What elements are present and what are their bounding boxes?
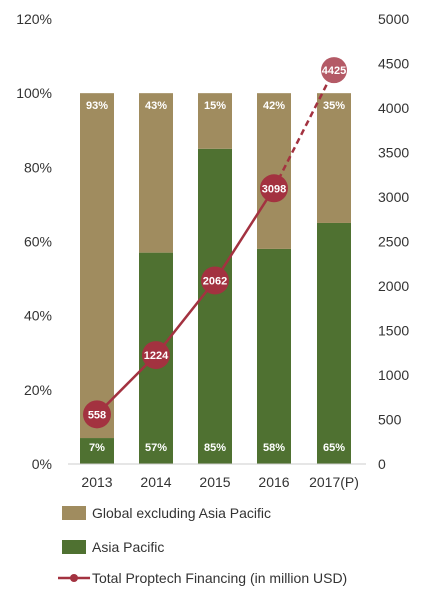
point-total-financing-2013 [83, 400, 111, 429]
line-total-financing-projected [272, 69, 336, 189]
legend-label-asia-pacific: Asia Pacific [92, 539, 164, 555]
bar-label-global-excluding-asia-pacific-2016: 42% [263, 100, 285, 112]
point-total-financing-2017-p [319, 55, 349, 86]
bar-asia-pacific-2013 [80, 438, 114, 464]
point-label-total-financing-2015: 2062 [203, 275, 227, 287]
bar-label-asia-pacific-2017-p: 65% [323, 442, 345, 454]
x-axis-tick-label: 2014 [140, 474, 171, 490]
bar-label-global-excluding-asia-pacific-2017-p: 35% [323, 100, 345, 112]
right-axis-tick-label: 3500 [378, 145, 409, 161]
left-axis-tick-label: 20% [24, 382, 52, 398]
legend-item-global: Global excluding Asia Pacific [62, 505, 271, 521]
legend-item-total-financing: Total Proptech Financing (in million USD… [58, 570, 347, 586]
right-axis-tick-label: 2500 [378, 234, 409, 250]
point-label-total-financing-2014: 1224 [144, 350, 169, 362]
legend-item-asia-pacific: Asia Pacific [62, 539, 164, 555]
bar-asia-pacific-2017-p [317, 222, 351, 464]
legend-label-global: Global excluding Asia Pacific [92, 505, 271, 521]
right-axis-tick-label: 1500 [378, 323, 409, 339]
right-axis-tick-label: 4500 [378, 56, 409, 72]
legend-label-total-financing: Total Proptech Financing (in million USD… [92, 570, 347, 586]
line-group: 558 1224 2062 3098 4425 [83, 55, 349, 429]
bar-global-excluding-asia-pacific-2017-p [317, 93, 351, 223]
left-axis-tick-label: 0% [32, 456, 52, 472]
bar-label-asia-pacific-2013: 7% [89, 442, 105, 454]
x-axis-ticks: 2013 2014 2015 2016 2017(P) [81, 474, 358, 490]
point-total-financing-2016 [260, 174, 288, 203]
legend: Global excluding Asia Pacific Asia Pacif… [58, 505, 347, 586]
bar-label-asia-pacific-2015: 85% [204, 442, 226, 454]
legend-swatch-asia-pacific [62, 540, 86, 554]
bar-label-global-excluding-asia-pacific-2015: 15% [204, 100, 226, 112]
legend-marker-total-financing [70, 574, 78, 582]
right-axis-tick-label: 1000 [378, 367, 409, 383]
bar-global-excluding-asia-pacific-2016 [257, 93, 291, 249]
point-total-financing-2015 [201, 266, 229, 295]
left-axis-ticks: 0% 20% 40% 60% 80% 100% 120% [16, 11, 52, 472]
left-axis-tick-label: 40% [24, 308, 52, 324]
bar-label-global-excluding-asia-pacific-2014: 43% [145, 100, 167, 112]
x-axis-tick-label: 2017(P) [309, 474, 359, 490]
point-total-financing-2014 [142, 341, 170, 370]
right-axis-tick-label: 500 [378, 412, 402, 428]
bar-asia-pacific-2016 [257, 248, 291, 464]
right-axis-tick-label: 4000 [378, 100, 409, 116]
bar-label-asia-pacific-2014: 57% [145, 442, 167, 454]
point-label-total-financing-2017-p: 4425 [322, 65, 346, 77]
right-axis-tick-label: 3000 [378, 189, 409, 205]
point-label-total-financing-2016: 3098 [262, 183, 286, 195]
bar-global-excluding-asia-pacific-2013 [80, 93, 114, 439]
bar-global-excluding-asia-pacific-2015 [198, 93, 232, 149]
left-axis-tick-label: 80% [24, 159, 52, 175]
x-axis-tick-label: 2013 [81, 474, 112, 490]
right-axis-ticks: 0 500 1000 1500 2000 2500 3000 3500 4000 4500 5000 [378, 11, 409, 472]
x-axis-tick-label: 2015 [199, 474, 230, 490]
left-axis-tick-label: 60% [24, 234, 52, 250]
left-axis-tick-label: 120% [16, 11, 52, 27]
bar-label-global-excluding-asia-pacific-2013: 93% [86, 100, 108, 112]
x-axis-tick-label: 2016 [258, 474, 289, 490]
bars-group: 7% 93% 57% 43% 85% 15% 58% 42% 65% 35% [80, 93, 351, 464]
left-axis-tick-label: 100% [16, 85, 52, 101]
right-axis-tick-label: 5000 [378, 11, 409, 27]
right-axis-tick-label: 0 [378, 456, 386, 472]
line-total-financing [96, 187, 276, 416]
right-axis-tick-label: 2000 [378, 278, 409, 294]
bar-asia-pacific-2015 [198, 148, 232, 464]
legend-swatch-global [62, 506, 86, 520]
point-label-total-financing-2013: 558 [88, 409, 106, 421]
bar-global-excluding-asia-pacific-2014 [139, 93, 173, 253]
bar-label-asia-pacific-2016: 58% [263, 442, 285, 454]
